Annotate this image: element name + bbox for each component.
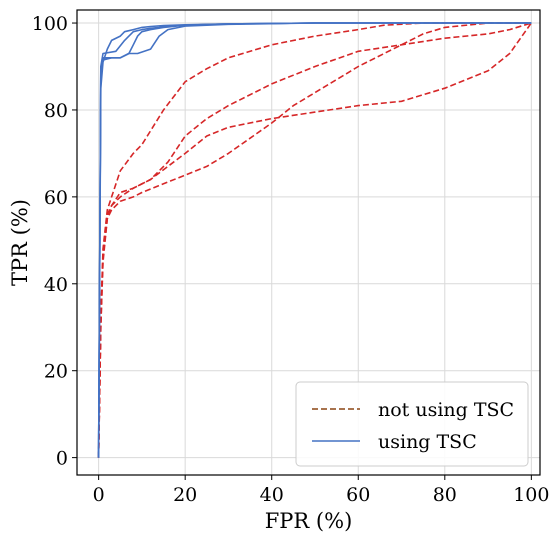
y-tick-label: 60	[44, 187, 68, 209]
x-axis-label: FPR (%)	[265, 509, 353, 533]
x-tick-label: 80	[433, 484, 457, 506]
plot-frame	[76, 9, 541, 476]
roc-curve-not-using-tsc-4	[97, 22, 532, 458]
x-tick-label: 0	[93, 484, 105, 506]
roc-curve-not-using-tsc-2	[97, 22, 532, 458]
legend: not using TSC using TSC	[295, 381, 529, 467]
x-tick-label: 40	[260, 484, 284, 506]
grid	[77, 10, 540, 475]
roc-curve-not-using-tsc-3	[97, 22, 532, 458]
roc-curve-using-tsc-8	[97, 22, 532, 458]
y-tick-label: 0	[56, 448, 68, 470]
roc-curve-not-using-tsc-1	[97, 22, 532, 458]
y-tick-label: 80	[44, 100, 68, 122]
tick-labels: 0 20 40 60 80 100 0 20 40 60 80 100	[32, 13, 550, 506]
legend-label-using-tsc: using TSC	[378, 431, 477, 453]
legend-box	[295, 381, 529, 467]
axes	[76, 9, 541, 476]
y-tick-label: 40	[44, 274, 68, 296]
y-axis-label: TPR (%)	[8, 199, 32, 286]
y-tick-label: 100	[32, 13, 68, 35]
x-tick-label: 100	[513, 484, 549, 506]
legend-label-not-using-tsc: not using TSC	[378, 399, 514, 421]
x-tick-label: 20	[173, 484, 197, 506]
x-tick-label: 60	[346, 484, 370, 506]
y-tick-label: 20	[44, 361, 68, 383]
series-lines	[97, 22, 532, 458]
